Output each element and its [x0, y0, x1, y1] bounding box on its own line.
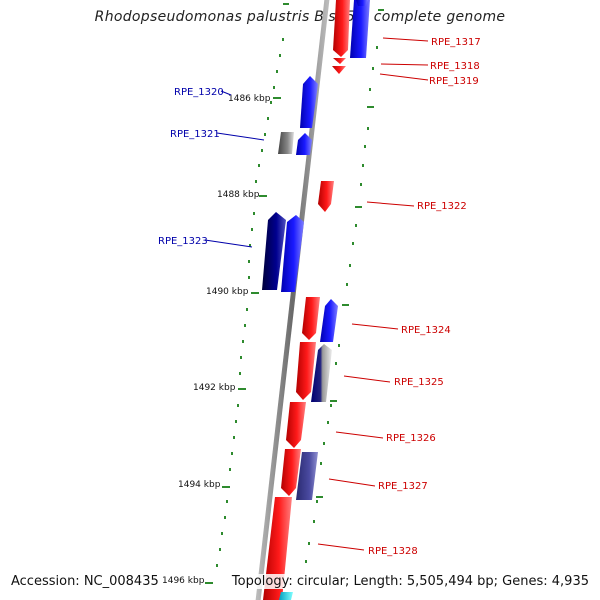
gene-rpe-1323-dark[interactable]: [262, 212, 286, 290]
ruler-label: 1488 kbp: [217, 190, 260, 200]
gene-rpe-1323[interactable]: [281, 215, 304, 292]
inner-ticks: [216, 38, 284, 567]
gene-rpe-1321[interactable]: [296, 133, 312, 155]
gene-label-rpe-1318[interactable]: RPE_1318: [430, 61, 480, 72]
outer-ticks: [305, 46, 378, 563]
ruler-label: 1492 kbp: [193, 383, 236, 393]
gene-label-rpe-1321[interactable]: RPE_1321: [170, 129, 220, 140]
ruler-label: 1486 kbp: [228, 94, 271, 104]
gene-rpe-1320[interactable]: [300, 76, 318, 128]
gene-rpe-1317[interactable]: [333, 0, 350, 57]
gene-label-rpe-1327[interactable]: RPE_1327: [378, 481, 428, 492]
gene-cyan-bottom[interactable]: [279, 592, 293, 600]
forward-label-lines: [317, 37, 429, 551]
gene-rpe-1324-blue[interactable]: [320, 299, 338, 342]
accession-label: Accession: NC_008435: [9, 574, 161, 589]
reverse-gene-labels: RPE_1320 RPE_1321 RPE_1323: [158, 87, 224, 247]
ruler-label: 1494 kbp: [178, 480, 221, 490]
gene-rpe-1327-slate[interactable]: [296, 452, 318, 500]
gene-label-rpe-1317[interactable]: RPE_1317: [431, 37, 481, 48]
forward-gene-labels: RPE_1317 RPE_1318 RPE_1319 RPE_1322 RPE_…: [368, 37, 481, 557]
major-ticks: [205, 3, 384, 584]
gene-label-rpe-1323[interactable]: RPE_1323: [158, 236, 208, 247]
gene-rpe-1322[interactable]: [318, 181, 334, 212]
gene-label-rpe-1319[interactable]: RPE_1319: [429, 76, 479, 87]
gene-label-rpe-1326[interactable]: RPE_1326: [386, 433, 436, 444]
gene-label-rpe-1328[interactable]: RPE_1328: [368, 546, 418, 557]
gene-rpe-1324[interactable]: [302, 297, 320, 340]
gene-reverse-top[interactable]: [350, 0, 370, 58]
gene-rpe-1321-gray[interactable]: [278, 132, 294, 154]
topology-label: Topology: circular; Length: 5,505,494 bp…: [229, 574, 591, 589]
gene-rpe-1325[interactable]: [296, 342, 316, 400]
ruler-label: 1490 kbp: [206, 287, 249, 297]
gene-rpe-1319[interactable]: [332, 66, 346, 74]
ruler-labels: 1486 kbp 1488 kbp 1490 kbp 1492 kbp 1494…: [162, 94, 271, 586]
gene-rpe-1318[interactable]: [333, 58, 346, 64]
gene-rpe-1326[interactable]: [286, 402, 306, 448]
ruler-label: 1496 kbp: [162, 576, 205, 586]
gene-label-rpe-1322[interactable]: RPE_1322: [417, 201, 467, 212]
gene-label-rpe-1320[interactable]: RPE_1320: [174, 87, 224, 98]
gene-label-rpe-1324[interactable]: RPE_1324: [401, 325, 451, 336]
genome-title: Rhodopseudomonas palustris BisA53, compl…: [94, 9, 506, 25]
reverse-strand-features: [262, 0, 370, 292]
gene-label-rpe-1325[interactable]: RPE_1325: [394, 377, 444, 388]
reverse-label-lines: [204, 90, 265, 248]
gene-rpe-1325-mixed[interactable]: [311, 344, 332, 402]
gene-rpe-1327[interactable]: [281, 449, 301, 496]
gene-reverse-top-cap[interactable]: [356, 0, 368, 6]
